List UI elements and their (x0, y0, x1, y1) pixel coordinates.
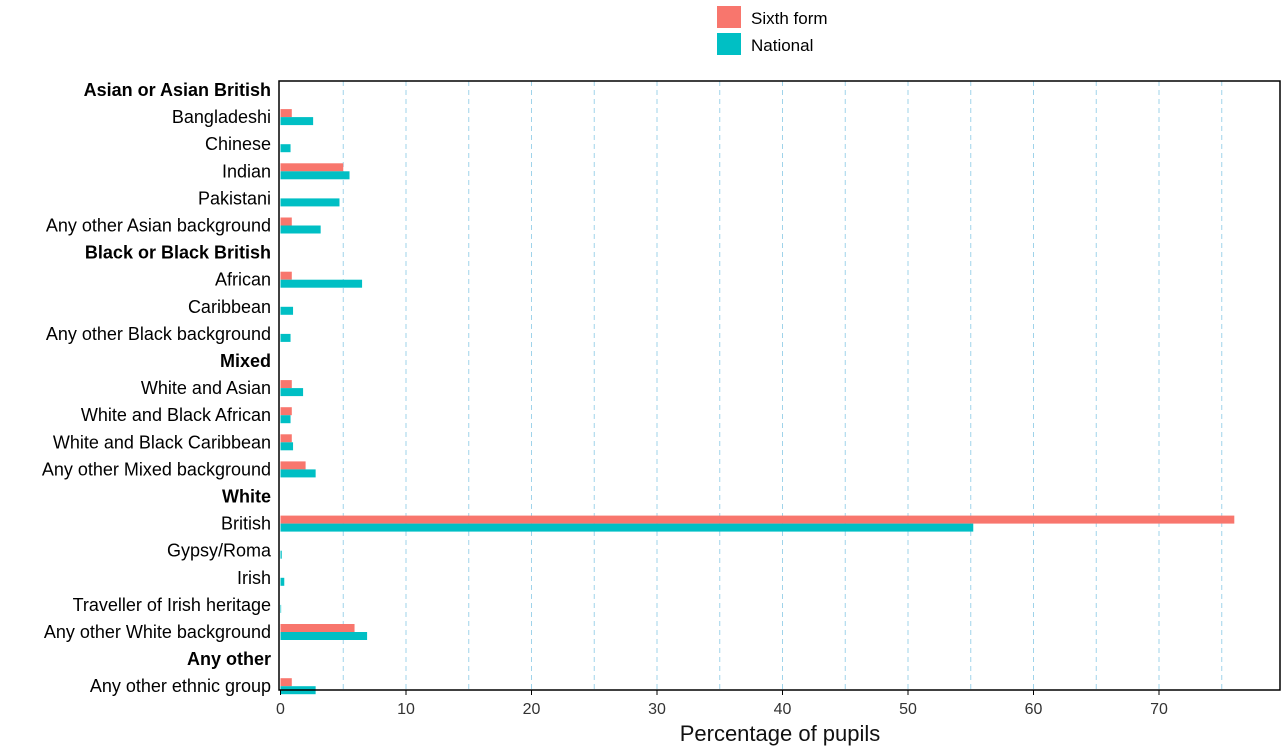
bar-national (280, 550, 282, 559)
x-axis-title: Percentage of pupils (680, 721, 881, 746)
category-label: White and Black African (81, 405, 271, 425)
category-label: African (215, 270, 271, 290)
group-label: Any other (187, 649, 271, 669)
x-tick-label: 10 (397, 701, 415, 718)
bar-national (280, 632, 368, 640)
category-label: White and Asian (141, 378, 271, 398)
bar-sixth-form (280, 163, 344, 172)
bar-sixth-form (280, 217, 292, 226)
x-tick-label: 40 (774, 701, 792, 718)
bar-sixth-form (280, 109, 292, 118)
gridlines (342, 81, 1223, 690)
bar-sixth-form (280, 434, 292, 443)
category-label: British (221, 514, 271, 534)
bar-national (280, 388, 304, 397)
bar-national (280, 577, 285, 586)
x-tick-label: 60 (1025, 701, 1043, 718)
bar-national (280, 279, 363, 288)
group-label: Black or Black British (85, 243, 271, 263)
x-axis-ticks: 0 10 20 30 40 50 60 70 (276, 690, 1168, 718)
category-label: Irish (237, 568, 271, 588)
x-tick-label: 70 (1150, 701, 1168, 718)
category-label: Gypsy/Roma (167, 541, 272, 561)
bar-sixth-form (280, 515, 1235, 524)
category-label: Traveller of Irish heritage (73, 595, 271, 615)
x-tick-label: 30 (648, 701, 666, 718)
bar-sixth-form (280, 271, 292, 280)
bar-sixth-form (280, 678, 292, 687)
category-label: Any other White background (44, 622, 271, 642)
legend-swatch-national (717, 33, 741, 55)
category-label: Any other Asian background (46, 216, 271, 236)
category-label: Indian (222, 161, 271, 181)
legend-label-national: National (751, 36, 813, 55)
bar-national (280, 523, 974, 532)
category-label: Any other Mixed background (42, 459, 271, 479)
bar-sixth-form (280, 407, 292, 416)
category-label: Any other Black background (46, 324, 271, 344)
category-label: Pakistani (198, 188, 271, 208)
bar-national (280, 415, 291, 424)
category-label: Any other ethnic group (90, 676, 271, 696)
group-label: Asian or Asian British (84, 80, 271, 100)
category-label: Bangladeshi (172, 107, 271, 127)
category-labels: Asian or Asian British Bangladeshi Chinese… (42, 80, 272, 696)
x-tick-label: 20 (523, 701, 541, 718)
bar-national (280, 333, 291, 342)
bar-national (280, 604, 282, 613)
bar-national (280, 171, 350, 180)
legend-label-sixth-form: Sixth form (751, 9, 828, 28)
bar-national (280, 306, 294, 315)
plot-frame (278, 80, 1281, 691)
category-label: Caribbean (188, 297, 271, 317)
bar-national (280, 469, 316, 478)
bar-national (280, 117, 314, 126)
bar-national (280, 442, 294, 451)
bar-sixth-form (280, 380, 292, 389)
bars (280, 109, 1235, 695)
legend-swatch-sixth-form (717, 6, 741, 28)
x-tick-label: 50 (899, 701, 917, 718)
group-label: Mixed (220, 351, 271, 371)
bar-sixth-form (280, 624, 355, 632)
bar-national (280, 225, 321, 234)
chart-legend: Sixth form National (717, 6, 828, 55)
group-label: White (222, 487, 271, 507)
category-label: White and Black Caribbean (53, 432, 271, 452)
bar-national (280, 198, 340, 207)
bar-national (280, 144, 291, 153)
bar-sixth-form (280, 461, 306, 470)
x-tick-label: 0 (276, 701, 285, 718)
category-label: Chinese (205, 134, 271, 154)
